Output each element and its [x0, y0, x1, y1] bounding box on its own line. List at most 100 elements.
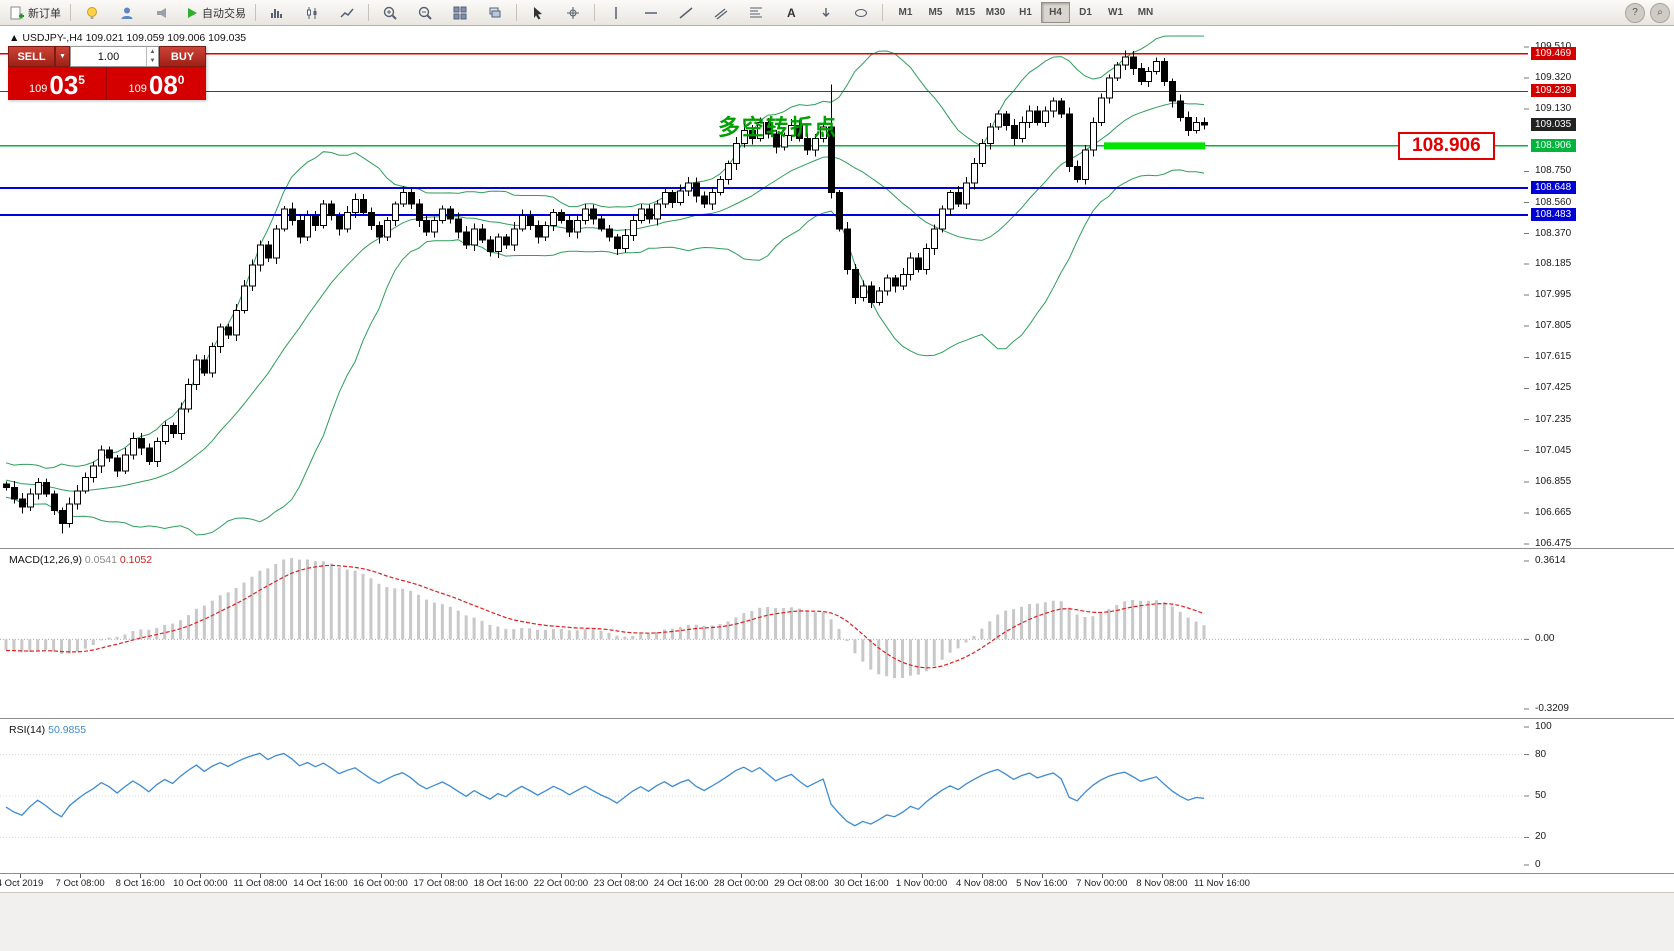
price-tick-label: 107.995 — [1535, 289, 1572, 301]
time-tick — [380, 874, 382, 878]
volume-input[interactable]: 1.00 ▲ ▼ — [70, 46, 159, 67]
price-tick-label: 108.185 — [1535, 257, 1572, 269]
cascade-windows-button[interactable] — [478, 1, 512, 25]
cascade-windows-icon — [487, 5, 503, 21]
macd-value-signal: 0.1052 — [119, 554, 153, 566]
date-label: 8 Oct 16:00 — [115, 878, 165, 889]
buy-price[interactable]: 109 08 0 — [107, 67, 206, 100]
timeframe-d1[interactable]: D1 — [1079, 7, 1092, 18]
zoom-out-button[interactable] — [408, 1, 442, 25]
candle-chart-button[interactable] — [295, 1, 329, 25]
order-type-dropdown[interactable]: ▼ — [55, 46, 70, 67]
panel-separator[interactable] — [0, 718, 1674, 719]
symbol-ohlc: 109.021 109.059 109.006 109.035 — [85, 32, 247, 44]
horizontal-line-button[interactable] — [634, 1, 668, 25]
price-badge: 109.035 — [1531, 117, 1577, 131]
symbol-name: USDJPY-,H4 — [22, 32, 83, 44]
macd-scale-label: 0.3614 — [1535, 555, 1566, 566]
timeframe-h1[interactable]: H1 — [1019, 7, 1032, 18]
bar-chart-button[interactable] — [260, 1, 294, 25]
shapes-tool-button[interactable] — [844, 1, 878, 25]
alerts-button[interactable] — [75, 1, 109, 25]
time-tick — [1222, 874, 1223, 878]
symbol-marker: ▲ — [9, 32, 20, 44]
price-tick-label: 107.615 — [1535, 351, 1572, 363]
macd-axis[interactable]: 0.3614 0.00 -0.3209 — [1530, 549, 1674, 718]
text-tool-button[interactable]: A — [774, 1, 808, 25]
fibonacci-icon — [748, 5, 764, 21]
date-label: 7 Oct 08:00 — [55, 878, 105, 889]
timeframe-m1[interactable]: M1 — [898, 7, 913, 18]
rsi-line — [5, 752, 1205, 827]
price-badge: 108.648 — [1531, 181, 1577, 195]
trendline-button[interactable] — [669, 1, 703, 25]
arrows-tool-button[interactable] — [809, 1, 843, 25]
candlestick-plot[interactable] — [0, 26, 1530, 548]
channel-button[interactable] — [704, 1, 738, 25]
price-tick-label: 106.475 — [1535, 538, 1572, 549]
price-level-label: 108.906 — [1398, 132, 1495, 160]
rsi-axis[interactable]: 100 80 50 20 0 — [1530, 719, 1674, 873]
toolbar-separator — [882, 4, 883, 21]
play-icon — [185, 6, 199, 20]
price-axis[interactable]: 109.510 109.320 109.130 108.750 108.560 108.3… — [1530, 26, 1674, 549]
news-button[interactable] — [145, 1, 179, 25]
zoom-in-button[interactable] — [373, 1, 407, 25]
time-tick — [260, 874, 262, 878]
help-icon[interactable]: ? — [1625, 2, 1645, 23]
macd-histogram — [4, 558, 1206, 679]
date-label: 7 Nov 00:00 — [1076, 878, 1128, 889]
time-tick — [500, 874, 502, 878]
search-icon[interactable]: ⌕ — [1650, 2, 1670, 23]
time-tick — [1101, 874, 1103, 878]
vertical-line-button[interactable] — [599, 1, 633, 25]
volume-up-icon[interactable]: ▲ — [149, 48, 156, 55]
timeframe-w1[interactable]: W1 — [1108, 7, 1123, 18]
tile-windows-button[interactable] — [443, 1, 477, 25]
macd-scale-label: -0.3209 — [1535, 703, 1569, 714]
sell-price[interactable]: 109 03 5 — [8, 67, 107, 100]
buy-button[interactable]: BUY — [159, 46, 206, 67]
profile-button[interactable] — [110, 1, 144, 25]
rsi-scale-label: 80 — [1535, 748, 1547, 760]
timeframe-m30[interactable]: M30 — [985, 7, 1006, 18]
time-tick — [621, 874, 622, 878]
cursor-button[interactable] — [521, 1, 555, 25]
buy-price-big: 08 — [148, 70, 178, 100]
sell-button[interactable]: SELL — [8, 46, 55, 67]
rsi-plot[interactable] — [0, 719, 1530, 873]
chart-annotation-text: 多空转折点 — [718, 115, 839, 140]
date-label: 24 Oct 16:00 — [653, 878, 709, 889]
new-order-button[interactable]: 新订单 — [4, 1, 66, 25]
new-order-icon — [9, 5, 25, 21]
time-axis[interactable]: 4 Oct 2019 7 Oct 08:00 8 Oct 16:00 10 Oct 0… — [0, 874, 1674, 892]
date-label: 14 Oct 16:00 — [293, 878, 348, 889]
time-tick — [921, 874, 923, 878]
date-label: 10 Oct 00:00 — [173, 878, 228, 889]
crosshair-button[interactable] — [556, 1, 590, 25]
price-tick-label: 106.665 — [1535, 506, 1572, 518]
bar-chart-icon — [269, 5, 285, 21]
bottom-area — [0, 892, 1674, 951]
time-tick — [1041, 874, 1043, 878]
date-label: 11 Nov 16:00 — [1194, 878, 1250, 889]
time-tick — [741, 874, 743, 878]
volume-down-icon[interactable]: ▼ — [149, 58, 156, 65]
timeframe-h4[interactable]: H4 — [1041, 2, 1070, 23]
timeframe-m15[interactable]: M15 — [955, 7, 976, 18]
macd-plot[interactable] — [0, 549, 1530, 718]
bollinger-band-line — [5, 102, 1205, 492]
autotrade-button[interactable]: 自动交易 — [180, 1, 251, 25]
macd-info: MACD(12,26,9) 0.0541 0.1052 — [9, 554, 152, 566]
line-chart-button[interactable] — [330, 1, 364, 25]
sell-price-sup: 5 — [78, 73, 85, 87]
volume-stepper[interactable]: ▲ ▼ — [146, 47, 158, 66]
rsi-label: RSI(14) — [9, 724, 46, 736]
price-tick-label: 108.750 — [1535, 165, 1572, 177]
rsi-scale-label: 20 — [1535, 831, 1547, 843]
price-tick-label: 109.510 — [1535, 41, 1571, 52]
panel-separator[interactable] — [0, 548, 1674, 549]
timeframe-m5[interactable]: M5 — [928, 7, 943, 18]
fibonacci-button[interactable] — [739, 1, 773, 25]
timeframe-mn[interactable]: MN — [1137, 7, 1154, 18]
